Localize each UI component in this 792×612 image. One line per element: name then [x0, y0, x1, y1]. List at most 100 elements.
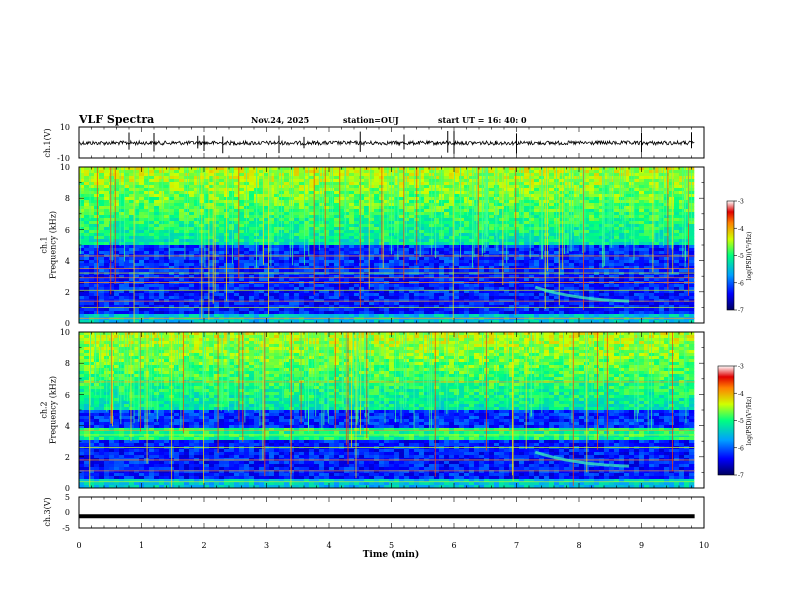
spectrogram-cell [449, 173, 455, 177]
spectrogram-cell [264, 269, 270, 273]
spectrogram-cell [309, 203, 315, 207]
spectrogram-cell [644, 275, 650, 279]
spectrogram-cell [324, 179, 330, 183]
spectrogram-cell [369, 200, 375, 204]
spectrogram-cell [134, 245, 140, 249]
spectrogram-cell [359, 170, 365, 174]
spectrogram-cell [84, 236, 90, 240]
spectrogram-cell [249, 215, 255, 219]
spectrogram-cell [654, 194, 660, 198]
spectrogram-cell [399, 269, 405, 273]
spectrogram-cell [454, 200, 460, 204]
spectrogram-cell [294, 266, 300, 270]
spectrogram-cell [599, 242, 605, 246]
spectrogram-cell [284, 230, 290, 234]
spectrogram-cell [194, 257, 200, 261]
spectrogram-cell [464, 188, 470, 192]
spectrogram-cell [359, 212, 365, 216]
spectrogram-cell [679, 191, 685, 195]
spectrogram-cell [584, 239, 590, 243]
spectrogram-cell [499, 242, 505, 246]
spectrogram-cell [219, 173, 225, 177]
spectrogram-cell [549, 236, 555, 240]
spectrogram-cell [274, 269, 280, 273]
spectrogram-cell [674, 215, 680, 219]
spectrogram-cell [349, 224, 355, 228]
spectrogram-cell [354, 284, 360, 288]
spectrogram-cell [174, 176, 180, 180]
spectrogram-cell [649, 248, 655, 252]
spectrogram-cell [659, 212, 665, 216]
spectrogram-cell [584, 245, 590, 249]
spectrogram-cell [434, 188, 440, 192]
spectrogram-cell [344, 200, 350, 204]
spectrogram-cell [124, 239, 130, 243]
spectrogram-cell [549, 227, 555, 231]
spectrogram-cell [544, 245, 550, 249]
spectrogram-cell [169, 263, 175, 267]
spectrogram-cell [249, 275, 255, 279]
spectrogram-cell [99, 248, 105, 252]
spectrogram-cell [89, 221, 95, 225]
spectrogram-cell [139, 236, 145, 240]
spectrogram-cell [339, 251, 345, 255]
spectrogram-cell [564, 206, 570, 210]
spectrogram-cell [524, 221, 530, 225]
spectrogram-cell [369, 242, 375, 246]
spectrogram-cell [594, 176, 600, 180]
spectrogram-cell [524, 224, 530, 228]
spectrogram-cell [119, 167, 125, 171]
spectrogram-cell [119, 179, 125, 183]
spectrogram-cell [164, 245, 170, 249]
spectrogram-cell [454, 224, 460, 228]
spectrogram-cell [479, 173, 485, 177]
spectrogram-cell [604, 269, 610, 273]
spectrogram-cell [384, 200, 390, 204]
spectrogram-cell [534, 203, 540, 207]
spectrogram-cell [659, 278, 665, 282]
spectrogram-cell [564, 197, 570, 201]
spectrogram-cell [289, 170, 295, 174]
spectrogram-cell [684, 272, 690, 276]
spectrogram-cell [124, 266, 130, 270]
spectrogram-cell [134, 278, 140, 282]
spectrogram-cell [349, 239, 355, 243]
spectrogram-cell [129, 179, 135, 183]
spectrogram-cell [144, 218, 150, 222]
spectrogram-cell [369, 263, 375, 267]
spectrogram-cell [619, 170, 625, 174]
spectrogram-cell [159, 245, 165, 249]
spectrogram-cell [559, 206, 565, 210]
spectrogram-cell [154, 197, 160, 201]
spectrogram-cell [299, 185, 305, 189]
spectrogram-cell [454, 170, 460, 174]
spectrogram-cell [304, 242, 310, 246]
spectrogram-cell [369, 209, 375, 213]
spectrogram-cell [524, 197, 530, 201]
spectrogram-cell [584, 251, 590, 255]
spectrogram-cell [349, 245, 355, 249]
spectrogram-cell [114, 233, 120, 237]
spectrogram-cell [139, 173, 145, 177]
spectrogram-cell [564, 275, 570, 279]
spectrogram-cell [354, 257, 360, 261]
spectrogram-cell [399, 197, 405, 201]
spectrogram-cell [624, 260, 630, 264]
spectrogram-cell [184, 278, 190, 282]
spectrogram-cell [344, 248, 350, 252]
spectrogram-cell [274, 227, 280, 231]
spectrogram-cell [279, 263, 285, 267]
spectrogram-cell [159, 185, 165, 189]
spectrogram-cell [304, 188, 310, 192]
spectrogram-cell [449, 209, 455, 213]
spectrogram-cell [489, 260, 495, 264]
spectrogram-cell [464, 230, 470, 234]
spectrogram-cell [364, 236, 370, 240]
spectrogram-cell [349, 176, 355, 180]
spectrogram-cell [99, 275, 105, 279]
spectrogram-cell [219, 263, 225, 267]
spectrogram-cell [194, 185, 200, 189]
spectrogram-cell [89, 266, 95, 270]
spectrogram-cell [314, 185, 320, 189]
spectrogram-cell [424, 200, 430, 204]
